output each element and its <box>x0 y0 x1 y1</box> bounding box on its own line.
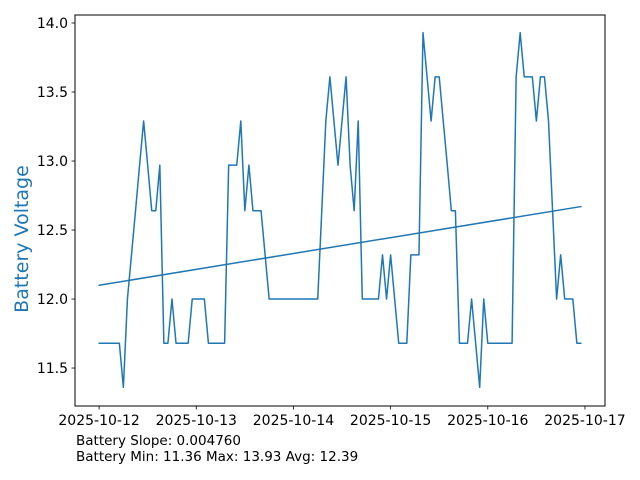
x-tick-label: 2025-10-15 <box>350 413 431 429</box>
x-tick-label: 2025-10-14 <box>253 413 334 429</box>
y-tick-label: 13.5 <box>37 85 68 101</box>
y-tick-label: 12.0 <box>37 292 68 308</box>
axes-frame <box>74 14 606 407</box>
y-tick-label: 13.0 <box>37 154 68 170</box>
trend-line <box>98 205 582 286</box>
x-tick-label: 2025-10-17 <box>544 413 625 429</box>
stats-minmax-text: Battery Min: 11.36 Max: 13.93 Avg: 12.39 <box>76 449 359 465</box>
battery-voltage-line <box>98 31 582 389</box>
stats-slope-text: Battery Slope: 0.004760 <box>76 433 241 449</box>
y-tick-label: 14.0 <box>37 16 68 32</box>
y-tick-label: 11.5 <box>37 361 68 377</box>
x-tick-label: 2025-10-16 <box>447 413 528 429</box>
x-tick-label: 2025-10-12 <box>58 413 139 429</box>
x-tick-label: 2025-10-13 <box>156 413 237 429</box>
y-axis-label: Battery Voltage <box>11 165 33 313</box>
y-tick-label: 12.5 <box>37 223 68 239</box>
